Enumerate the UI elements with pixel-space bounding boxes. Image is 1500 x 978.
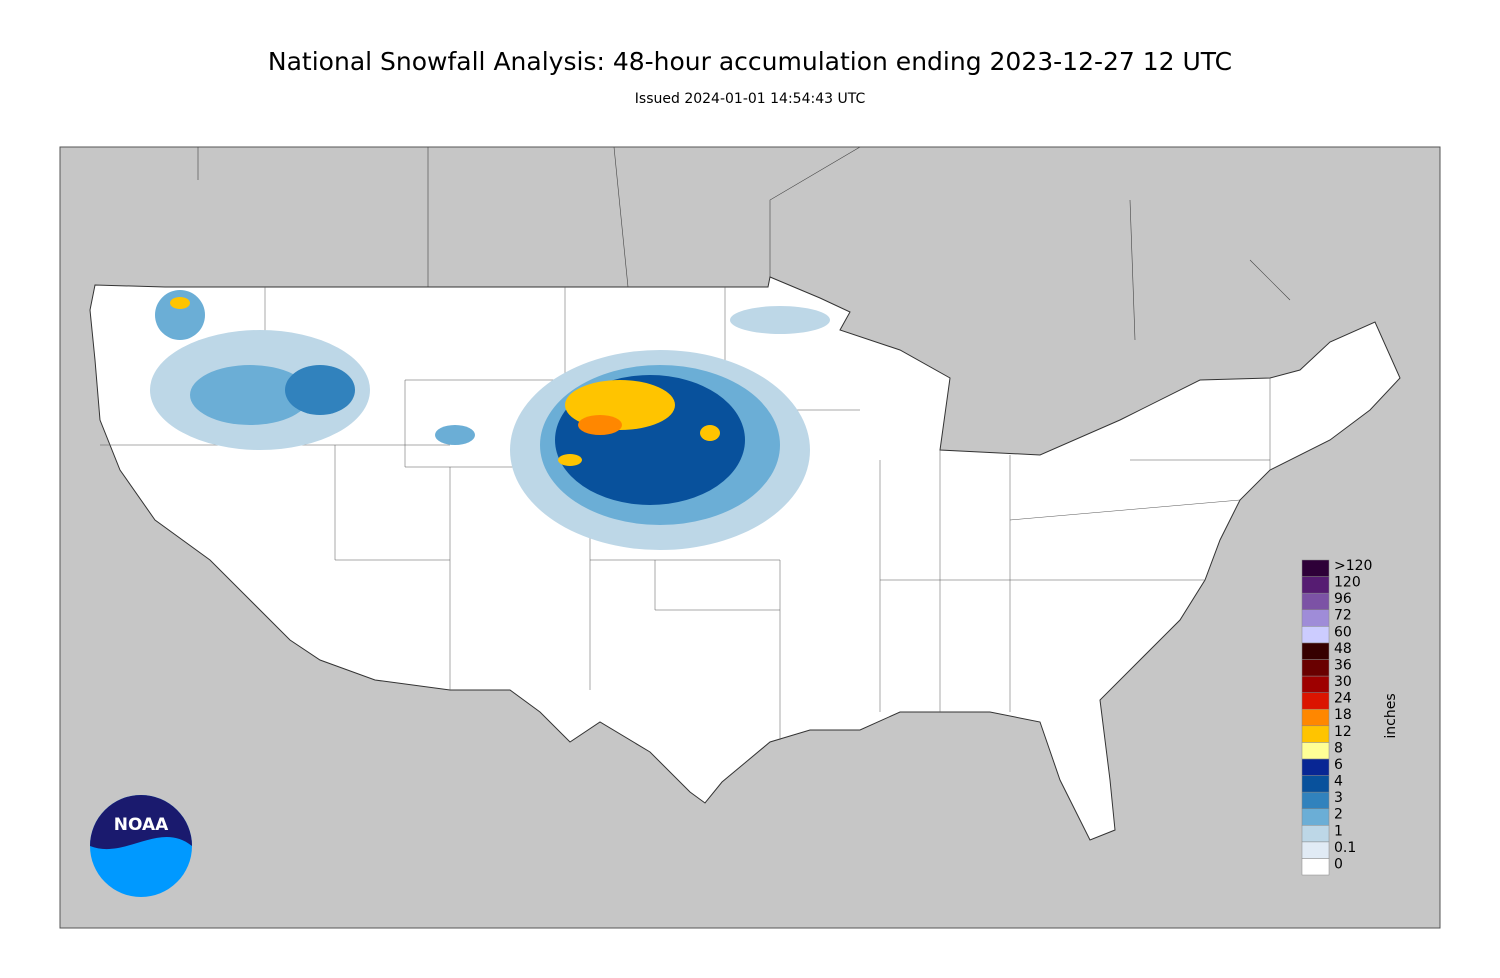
legend-swatch <box>1301 692 1330 710</box>
legend-label: 2 <box>1334 807 1343 823</box>
legend-swatch <box>1301 576 1330 594</box>
legend-label: 6 <box>1334 757 1343 773</box>
legend-swatch <box>1301 858 1330 876</box>
legend-label: 8 <box>1334 740 1343 756</box>
legend-swatch <box>1301 708 1330 727</box>
logo-text: NOAA <box>114 815 169 835</box>
legend-swatch <box>1301 559 1330 577</box>
legend-swatch <box>1301 592 1330 610</box>
subtitle: Issued 2024-01-01 14:54:43 UTC <box>635 91 866 107</box>
legend-swatch <box>1301 791 1330 809</box>
snowfall-shading <box>150 290 830 550</box>
legend-label: 60 <box>1334 624 1352 640</box>
legend-swatch <box>1301 775 1330 793</box>
legend-swatch <box>1301 626 1330 644</box>
legend-swatch <box>1301 642 1330 660</box>
canada-borders <box>197 146 1291 341</box>
legend-swatch <box>1301 742 1330 760</box>
legend-swatch <box>1301 659 1330 677</box>
legend-label: 18 <box>1334 707 1352 723</box>
legend-label: 3 <box>1334 790 1343 806</box>
us-landmass <box>89 276 1401 841</box>
legend-swatch <box>1301 841 1330 859</box>
legend-swatch <box>1301 609 1330 627</box>
noaa-logo: NOAA <box>90 795 192 897</box>
legend-label: 48 <box>1334 641 1352 657</box>
legend-label: 72 <box>1334 608 1352 624</box>
legend-unit: inches <box>1383 693 1399 738</box>
legend-swatch <box>1301 825 1330 843</box>
legend-swatch <box>1301 808 1330 826</box>
legend-label: 0.1 <box>1334 840 1356 856</box>
legend-label: 36 <box>1334 657 1352 673</box>
legend-label: 120 <box>1334 575 1361 591</box>
legend-label: 1 <box>1334 823 1343 839</box>
legend-swatch <box>1301 725 1330 743</box>
legend-swatch <box>1301 675 1330 693</box>
legend-label: >120 <box>1334 558 1372 574</box>
legend-label: 12 <box>1334 724 1352 740</box>
legend-label: 0 <box>1334 856 1343 872</box>
legend-label: 24 <box>1334 691 1352 707</box>
title: National Snowfall Analysis: 48-hour accu… <box>268 47 1232 76</box>
legend-label: 4 <box>1334 774 1343 790</box>
legend-label: 96 <box>1334 591 1352 607</box>
legend-swatch <box>1301 758 1330 776</box>
legend-label: 30 <box>1334 674 1352 690</box>
